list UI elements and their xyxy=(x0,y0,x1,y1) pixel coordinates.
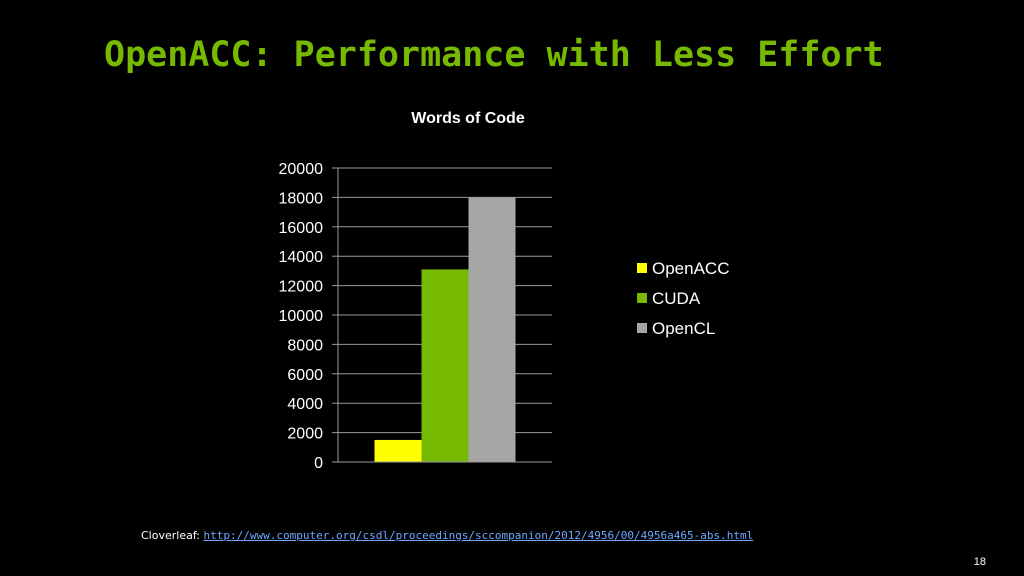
footer-citation: Cloverleaf: http://www.computer.org/csdl… xyxy=(141,528,753,544)
bar-openacc xyxy=(374,439,422,462)
y-tick-label: 0 xyxy=(314,455,323,472)
citation-link[interactable]: http://www.computer.org/csdl/proceedings… xyxy=(203,529,754,542)
slide-title: OpenACC: Performance with Less Effort xyxy=(104,35,884,75)
legend-swatch-opencl xyxy=(637,323,647,333)
legend-swatch-openacc xyxy=(637,263,647,273)
chart-title: Words of Code xyxy=(411,110,525,127)
bar-opencl xyxy=(468,197,516,462)
y-tick-label: 6000 xyxy=(287,367,323,384)
y-tick-label: 16000 xyxy=(279,220,324,237)
legend: OpenACC CUDA OpenCL xyxy=(637,259,729,338)
y-tick-label: 8000 xyxy=(287,337,323,354)
y-axis-tick-labels: 0 2000 4000 6000 8000 10000 12000 14000 16000 180… xyxy=(279,161,324,472)
axes xyxy=(337,168,552,463)
legend-label-openacc: OpenACC xyxy=(652,259,729,278)
y-tick-label: 12000 xyxy=(279,279,324,296)
y-tick-label: 14000 xyxy=(279,249,324,266)
y-tick-label: 2000 xyxy=(287,426,323,443)
y-tick-label: 4000 xyxy=(287,396,323,413)
bar-cuda xyxy=(421,269,469,462)
legend-swatch-cuda xyxy=(637,293,647,303)
bars xyxy=(374,197,516,462)
y-tick-label: 20000 xyxy=(279,161,324,178)
y-tick-label: 18000 xyxy=(279,190,324,207)
y-tick-label: 10000 xyxy=(279,308,324,325)
legend-label-opencl: OpenCL xyxy=(652,319,715,338)
footer-label: Cloverleaf: xyxy=(141,529,201,542)
legend-label-cuda: CUDA xyxy=(652,289,701,308)
page-number: 18 xyxy=(973,556,986,568)
